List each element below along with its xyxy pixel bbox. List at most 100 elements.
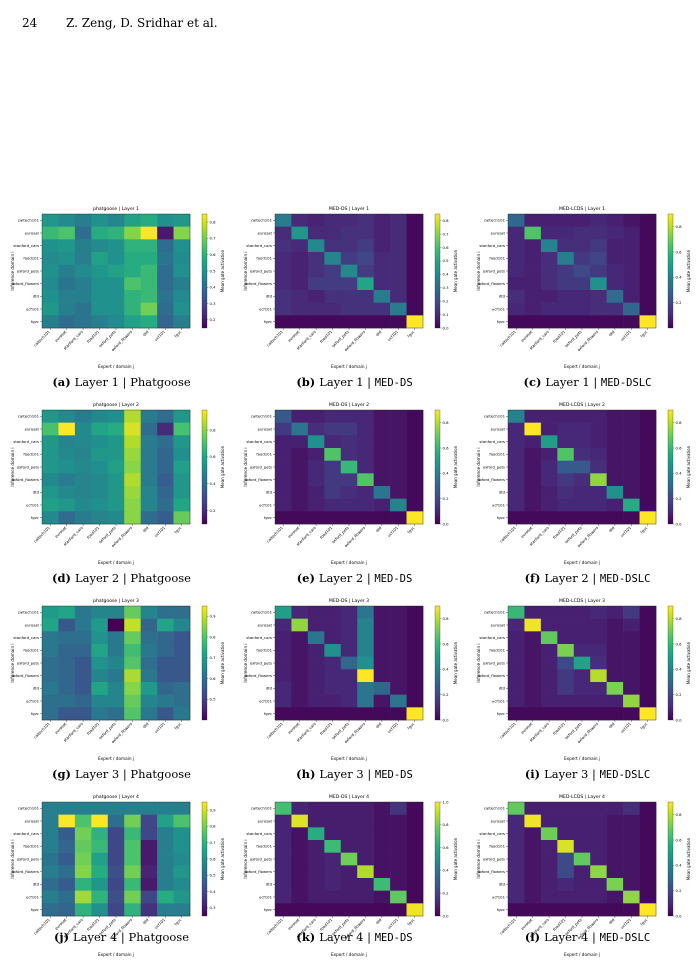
colorbar-tick-label: 0.5 [210,697,217,702]
heatmap-cell [173,827,191,841]
heatmap-cell [157,302,174,316]
heatmap-cell [275,214,292,227]
heatmap-cell [406,315,424,329]
y-tick-label: caltech101 [18,414,40,419]
heatmap-cell [373,486,391,499]
y-tick-label: ucf101 [492,698,506,703]
y-tick-label: oxford_flowers [11,673,39,678]
heatmap-cell [140,618,158,632]
x-tick-label: fgvc [173,329,182,338]
heatmap-cell [606,302,624,316]
heatmap-cell [406,486,424,499]
x-tick-label: caltech101 [266,721,285,740]
panel-title: phatgoose | Layer 4 [93,794,139,800]
heatmap-cell [590,903,607,917]
heatmap-cell [557,802,575,815]
heatmap-cell [373,264,391,278]
heatmap-cell [390,878,407,891]
heatmap-cell [91,878,109,891]
heatmap-cell [540,315,558,329]
heatmap-cell [639,486,657,499]
heatmap-cell [157,435,174,449]
x-axis-label: Expert / domain j [564,364,600,369]
heatmap-cell [606,473,624,487]
panel-title: MED-LCDS | Layer 3 [559,598,605,604]
heatmap-cell [340,511,358,525]
heatmap-cell [291,410,309,423]
y-tick-label: dtd [33,490,40,495]
colorbar-tick-label: 0.8 [676,616,683,621]
heatmap-cell [373,707,391,721]
heatmap-cell [390,682,407,695]
heatmap-cell [124,707,141,721]
colorbar-tick-label: 0.6 [210,252,217,257]
heatmap-cell [373,315,391,329]
heatmap-cell [91,226,109,240]
heatmap-cell [524,498,542,512]
heatmap-cell [390,302,407,316]
x-axis-label: Expert / domain j [98,364,134,369]
heatmap-cell [157,852,174,866]
heatmap-cell [390,486,407,499]
colorbar-tick-label: 0.6 [443,845,450,850]
heatmap-cell [74,302,92,316]
x-tick-label: fgvc [173,917,182,926]
heatmap-cell [540,498,558,512]
heatmap-cell [623,460,640,474]
heatmap-cell [639,214,657,227]
heatmap-cell [340,435,358,449]
heatmap-cell [623,239,640,253]
heatmap-cell [357,694,374,708]
heatmap-cell [291,852,309,866]
heatmap-cell [508,618,525,632]
x-tick-label: eurosat [54,721,68,735]
heatmap-cell [324,707,342,721]
heatmap-cell [590,277,607,291]
heatmap-cell [340,669,358,683]
x-tick-label: food101 [552,721,567,736]
heatmap-cell [406,410,424,423]
heatmap-cell [42,644,59,657]
heatmap-cell [557,264,575,278]
x-tick-label: eurosat [287,917,301,931]
heatmap-cell [91,890,109,904]
y-tick-label: stanford_cars [246,635,272,640]
heatmap-cell [373,252,391,265]
heatmap-cell [524,214,542,227]
heatmap-cell [74,460,92,474]
heatmap-cell [74,511,92,525]
subfigure-caption: (a) Layer 1 | Phatgoose [5,375,238,389]
heatmap-cell [524,511,542,525]
heatmap-cell [373,277,391,291]
heatmap-cell [91,239,109,253]
heatmap-cell [540,878,558,891]
heatmap-cell [307,606,325,619]
heatmap-cell [340,264,358,278]
heatmap-cell [508,460,525,474]
heatmap-cell [540,802,558,815]
y-tick-label: eurosat [25,230,40,235]
heatmap-cell [590,644,607,657]
x-axis-label: Expert / domain j [98,560,134,565]
heatmap-cell [406,460,424,474]
heatmap-cell [373,890,391,904]
heatmap-cell [307,669,325,683]
heatmap-cell [74,448,92,461]
heatmap-cell [42,878,59,891]
heatmap-cell [140,435,158,449]
heatmap-cell [590,656,607,670]
heatmap-cell [324,448,342,461]
heatmap-cell [590,890,607,904]
heatmap-cell [157,511,174,525]
heatmap-cell [390,840,407,853]
colorbar [667,213,674,329]
heatmap-cell [58,694,76,708]
heatmap-cell [373,290,391,303]
y-axis-label: Inference domain i [243,839,248,878]
heatmap-cell [406,669,424,683]
heatmap-cell [307,214,325,227]
heatmap-cell [124,214,141,227]
heatmap-cell [124,498,141,512]
heatmap-cell [140,606,158,619]
heatmap-cell [173,606,191,619]
